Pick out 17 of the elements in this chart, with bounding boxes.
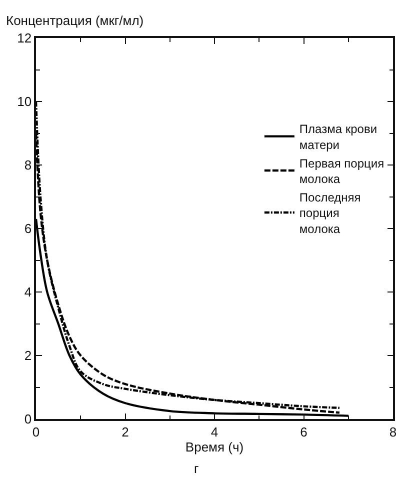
legend-label: Первая порция молока <box>299 156 384 186</box>
text: г <box>194 461 199 476</box>
y-tick-label: 0 <box>24 412 32 427</box>
y-tick-label: 2 <box>24 348 32 364</box>
y-tick-label: 6 <box>24 221 32 236</box>
y-tick-label: 12 <box>17 30 32 46</box>
legend-label: Последняя порция молока <box>299 190 361 236</box>
x-tick-label: 6 <box>300 424 308 440</box>
y-tick-label: 4 <box>24 284 32 300</box>
legend-label: Плазма крови матери <box>299 122 378 152</box>
y-tick-label: 10 <box>17 94 32 110</box>
x-tick-label: 4 <box>210 424 218 440</box>
x-tick-label: 2 <box>122 424 129 440</box>
y-axis-title: Концентрация (мкг/мл) <box>6 13 144 28</box>
x-tick-label: 8 <box>389 424 397 440</box>
y-tick-label: 8 <box>24 158 32 173</box>
x-axis-title: Время (ч) <box>185 439 244 454</box>
